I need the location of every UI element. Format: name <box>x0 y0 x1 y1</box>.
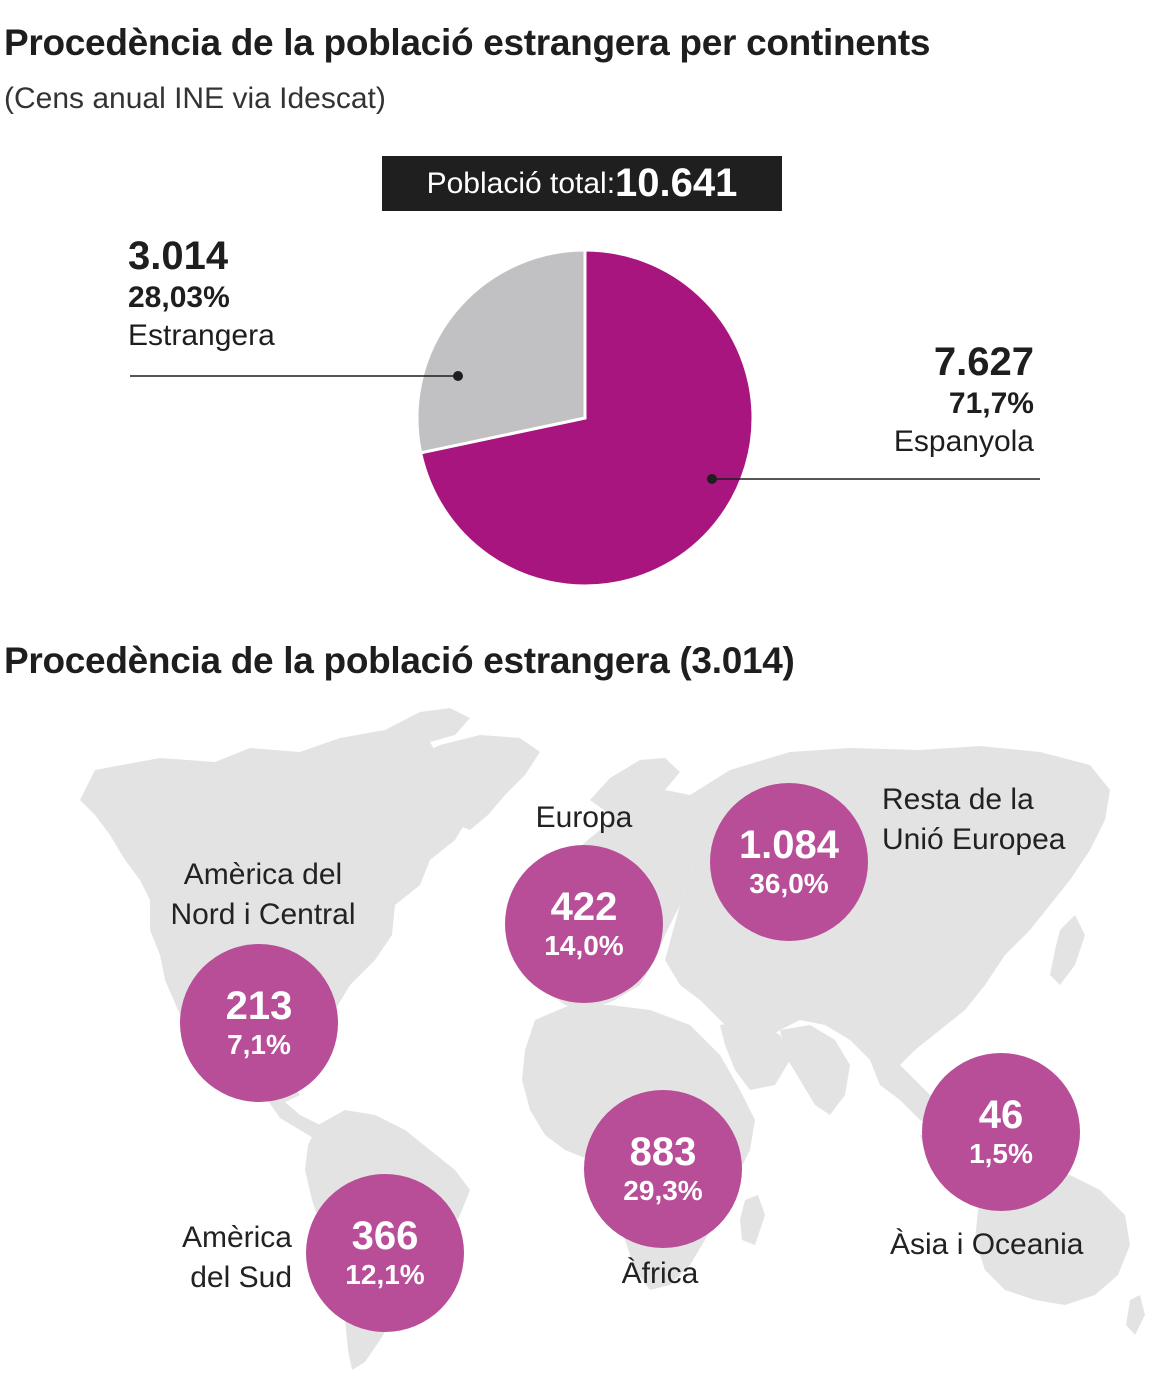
bubble-africa-value: 883 <box>629 1130 697 1174</box>
bubble-europa-percent: 14,0% <box>544 930 624 961</box>
bubble-nord: 213 7,1% <box>180 944 338 1102</box>
region-name-africa: Àfrica <box>600 1254 720 1294</box>
map-greenland <box>410 735 540 830</box>
bubble-ue-value: 1.084 <box>738 823 840 867</box>
espanyola-value: 7.627 <box>933 340 1034 384</box>
map-central-america <box>262 1092 330 1142</box>
bubble-africa-percent: 29,3% <box>623 1175 703 1206</box>
section-title: Procedència de la població estrangera (3… <box>4 640 795 681</box>
region-name-ue-line1: Resta de la <box>882 783 1034 816</box>
bubble-nord-percent: 7,1% <box>227 1029 291 1060</box>
espanyola-percent: 71,7% <box>948 387 1034 420</box>
bubble-europa: 422 14,0% <box>505 845 663 1003</box>
bubble-asia-value: 46 <box>978 1093 1024 1137</box>
map-new-zealand <box>1126 1295 1145 1335</box>
pie-slice-espanyola <box>418 248 755 588</box>
leader-line-estrangera <box>130 371 463 381</box>
region-name-nord: Amèrica del Nord i Central <box>152 855 374 935</box>
region-name-asia-line1: Àsia i Oceania <box>890 1228 1084 1261</box>
region-name-africa-line1: Àfrica <box>621 1257 699 1290</box>
leader-line-espanyola <box>707 474 1040 484</box>
region-name-nord-line1: Amèrica del <box>183 858 343 891</box>
bubble-ue: 1.084 36,0% <box>710 783 868 941</box>
map-arabia <box>720 1020 790 1090</box>
region-name-nord-line2: Nord i Central <box>170 898 356 931</box>
total-label: Població total: <box>426 166 616 200</box>
page-title: Procedència de la població estrangera pe… <box>4 22 931 63</box>
region-name-europa-line1: Europa <box>535 801 633 834</box>
map-japan <box>1050 915 1085 985</box>
estrangera-value: 3.014 <box>128 234 229 278</box>
bubble-asia: 46 1,5% <box>922 1053 1080 1211</box>
bubble-sud-value: 366 <box>351 1214 419 1258</box>
bubble-ue-percent: 36,0% <box>749 868 829 899</box>
bubble-africa: 883 29,3% <box>584 1090 742 1248</box>
map-madagascar <box>740 1195 765 1245</box>
pie-label-estrangera: 3.014 28,03% Estrangera <box>128 232 275 356</box>
espanyola-name: Espanyola <box>893 425 1034 458</box>
bubble-sud-percent: 12,1% <box>345 1259 425 1290</box>
total-population-badge: Població total: 10.641 <box>382 156 782 211</box>
region-name-ue: Resta de la Unió Europea <box>882 780 1065 860</box>
region-name-sud-line1: Amèrica <box>181 1221 292 1254</box>
estrangera-name: Estrangera <box>128 319 275 352</box>
region-name-sud-line2: del Sud <box>190 1261 292 1294</box>
region-name-europa: Europa <box>520 798 648 838</box>
estrangera-percent: 28,03% <box>128 281 230 314</box>
map-scandinavia <box>590 758 680 818</box>
bubble-nord-value: 213 <box>225 984 293 1028</box>
bubble-sud: 366 12,1% <box>306 1174 464 1332</box>
pie-chart <box>415 248 755 588</box>
pie-label-espanyola: 7.627 71,7% Espanyola <box>894 338 1034 462</box>
bubble-asia-percent: 1,5% <box>969 1138 1033 1169</box>
map-south-asia <box>780 1025 850 1115</box>
region-name-ue-line2: Unió Europea <box>882 823 1066 856</box>
total-value: 10.641 <box>615 161 738 205</box>
region-name-sud: Amèrica del Sud <box>150 1218 292 1298</box>
bubble-europa-value: 422 <box>550 885 618 929</box>
page-subtitle: (Cens anual INE via Idescat) <box>4 82 386 115</box>
region-name-asia: Àsia i Oceania <box>890 1225 1083 1265</box>
pie-slice-estrangera <box>415 248 587 455</box>
